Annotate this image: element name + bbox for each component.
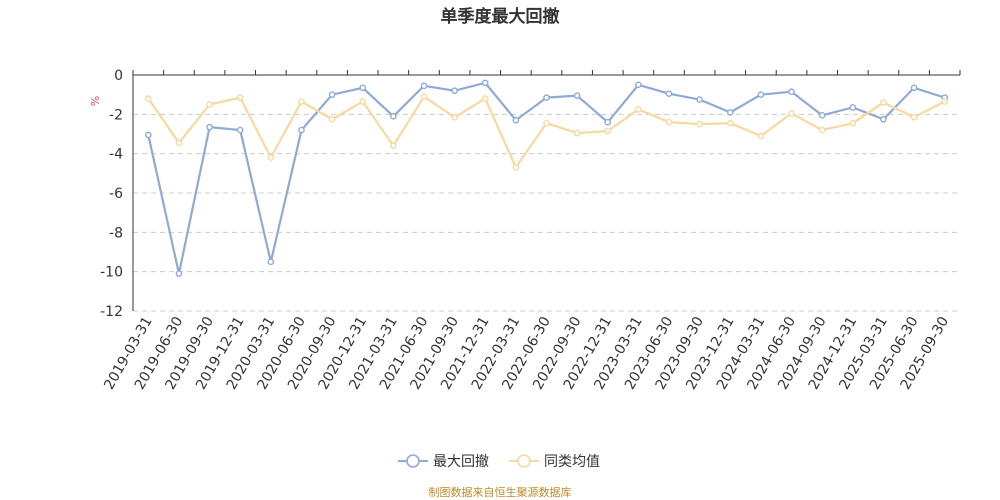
x-tick-labels: 2019-03-312019-06-302019-09-302019-12-31… <box>101 314 952 392</box>
data-point <box>481 79 489 87</box>
data-point <box>267 258 275 266</box>
grid-lines <box>133 113 960 312</box>
data-point <box>788 88 795 96</box>
data-point <box>635 106 642 113</box>
data-point <box>573 129 581 137</box>
legend-marker <box>406 454 420 468</box>
y-tick-label: -6 <box>109 186 123 202</box>
axes <box>132 70 961 311</box>
data-point <box>696 96 703 103</box>
data-point <box>543 119 550 127</box>
data-point <box>726 109 734 116</box>
y-tick-label: -2 <box>109 107 123 123</box>
data-point <box>849 119 857 127</box>
series-lines <box>145 79 948 277</box>
data-point <box>543 94 550 101</box>
data-point <box>880 115 887 123</box>
series-line <box>147 81 946 275</box>
series-1 <box>145 93 948 171</box>
data-point <box>849 104 857 111</box>
data-point <box>604 127 612 135</box>
y-axis-label: % <box>89 96 102 106</box>
data-point <box>604 118 612 126</box>
data-point <box>359 98 367 105</box>
data-point <box>818 126 826 134</box>
data-point <box>390 113 397 120</box>
data-point <box>481 95 489 102</box>
data-point <box>175 270 183 277</box>
data-point <box>267 154 275 161</box>
legend-label: 最大回撤 <box>433 454 489 470</box>
source-note: 制图数据来自恒生聚源数据库 <box>429 485 572 499</box>
data-point <box>788 110 795 117</box>
data-point <box>910 113 918 121</box>
data-point <box>206 123 213 131</box>
data-point <box>145 95 152 102</box>
data-point <box>145 131 152 139</box>
data-point <box>726 119 734 127</box>
data-point <box>635 81 642 89</box>
legend[interactable]: 最大回撤 同类均值 <box>398 454 600 470</box>
data-point <box>665 90 673 97</box>
data-point <box>757 91 765 98</box>
data-point <box>512 164 520 171</box>
data-point <box>328 115 336 123</box>
data-point <box>420 82 428 90</box>
series-0 <box>145 79 948 277</box>
data-point <box>573 92 581 99</box>
data-point <box>390 142 397 150</box>
legend-item-0[interactable]: 最大回撤 <box>398 454 489 470</box>
data-point <box>451 113 458 121</box>
data-point <box>665 118 673 126</box>
data-point <box>880 99 887 106</box>
data-point <box>359 84 367 92</box>
data-point <box>420 93 428 100</box>
data-point <box>910 84 918 92</box>
legend-item-1[interactable]: 同类均值 <box>509 454 600 470</box>
data-point <box>696 120 703 128</box>
data-point <box>757 132 765 140</box>
data-point <box>328 91 336 98</box>
data-point <box>818 112 826 119</box>
data-point <box>298 126 305 134</box>
legend-marker <box>517 454 531 468</box>
data-point <box>512 116 520 124</box>
legend-label: 同类均值 <box>544 454 600 470</box>
chart-title: 单季度最大回撤 <box>441 6 560 27</box>
data-point <box>298 98 305 105</box>
data-point <box>236 126 244 134</box>
y-tick-label: -8 <box>109 225 123 241</box>
y-tick-label: 0 <box>114 68 123 84</box>
y-tick-label: -4 <box>109 147 123 163</box>
data-point <box>236 94 244 101</box>
y-tick-labels: 0 -2 -4 -6 -8 -10 -12 <box>100 68 123 320</box>
data-point <box>451 87 458 95</box>
y-tick-label: -10 <box>100 265 123 281</box>
data-point <box>941 98 948 105</box>
y-tick-label: -12 <box>100 304 123 320</box>
data-point <box>175 139 183 147</box>
data-point <box>206 101 213 108</box>
